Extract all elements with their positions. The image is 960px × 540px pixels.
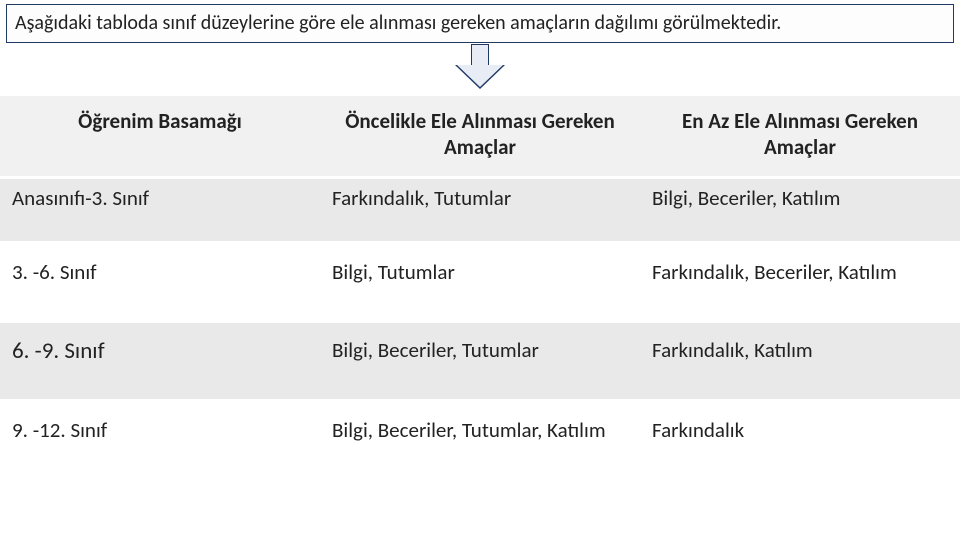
down-arrow-icon bbox=[455, 44, 505, 90]
cell-primary: Bilgi, Tutumlar bbox=[320, 243, 640, 321]
cell-level: 9. -12. Sınıf bbox=[0, 401, 320, 479]
cell-level: 6. -9. Sınıf bbox=[0, 321, 320, 401]
cell-least: Farkındalık bbox=[640, 401, 960, 479]
title-box: Aşağıdaki tabloda sınıf düzeylerine göre… bbox=[6, 4, 954, 43]
cell-least: Farkındalık, Katılım bbox=[640, 321, 960, 401]
distribution-table: Öğrenim Basamağı Öncelikle Ele Alınması … bbox=[0, 96, 960, 481]
cell-primary: Bilgi, Beceriler, Tutumlar, Katılım bbox=[320, 401, 640, 479]
cell-primary: Bilgi, Beceriler, Tutumlar bbox=[320, 321, 640, 401]
table-row: Anasınıfı-3. Sınıf Farkındalık, Tutumlar… bbox=[0, 178, 960, 244]
column-header: Öğrenim Basamağı bbox=[0, 96, 320, 178]
cell-level: Anasınıfı-3. Sınıf bbox=[0, 178, 320, 244]
column-header: Öncelikle Ele Alınması Gereken Amaçlar bbox=[320, 96, 640, 178]
table-row: 3. -6. Sınıf Bilgi, Tutumlar Farkındalık… bbox=[0, 243, 960, 321]
cell-least: Farkındalık, Beceriler, Katılım bbox=[640, 243, 960, 321]
table-header-row: Öğrenim Basamağı Öncelikle Ele Alınması … bbox=[0, 96, 960, 178]
table-row: 9. -12. Sınıf Bilgi, Beceriler, Tutumlar… bbox=[0, 401, 960, 479]
cell-level: 3. -6. Sınıf bbox=[0, 243, 320, 321]
cell-primary: Farkındalık, Tutumlar bbox=[320, 178, 640, 244]
title-text: Aşağıdaki tabloda sınıf düzeylerine göre… bbox=[15, 11, 781, 35]
cell-least: Bilgi, Beceriler, Katılım bbox=[640, 178, 960, 244]
column-header: En Az Ele Alınması Gereken Amaçlar bbox=[640, 96, 960, 178]
table-row: 6. -9. Sınıf Bilgi, Beceriler, Tutumlar … bbox=[0, 321, 960, 401]
